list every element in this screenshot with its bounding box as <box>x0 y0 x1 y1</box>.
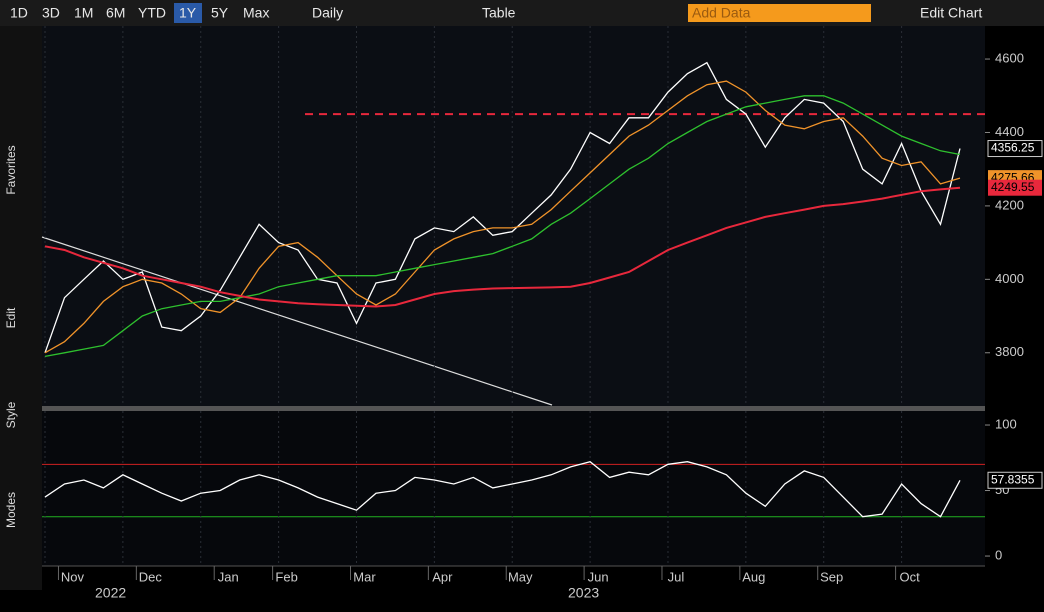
y-tick-label: 4200 <box>995 197 1024 212</box>
x-tick-label: Apr <box>432 569 453 584</box>
last-value: 57.8355 <box>991 472 1035 486</box>
x-tick-label: Nov <box>61 569 85 584</box>
y-tick-label: 100 <box>995 416 1017 431</box>
y-tick-label: 3800 <box>995 344 1024 359</box>
x-tick-label: Aug <box>742 569 765 584</box>
sidebar-section: Modes <box>4 492 18 528</box>
series-line <box>44 61 961 354</box>
x-tick-label: Jul <box>668 569 685 584</box>
sidebar-section: Style <box>4 401 18 428</box>
period-button[interactable]: 1Y <box>179 5 197 21</box>
y-tick-label: 4400 <box>995 124 1024 139</box>
period-button[interactable]: 6M <box>106 5 125 21</box>
x-tick-label: Jan <box>218 569 239 584</box>
x-tick-label: Dec <box>139 569 163 584</box>
series-line <box>44 460 961 518</box>
x-tick-label: Jun <box>588 569 609 584</box>
series-line <box>44 80 961 354</box>
last-value-box <box>987 471 1043 489</box>
period-button[interactable]: Max <box>243 5 269 21</box>
x-tick-label: Feb <box>275 569 297 584</box>
period-button[interactable]: YTD <box>138 5 166 21</box>
last-value: 4249.55 <box>991 180 1035 194</box>
active-period <box>174 3 202 23</box>
rsi-panel <box>42 411 985 566</box>
trend-line <box>41 236 553 406</box>
sidebar <box>0 26 42 590</box>
year-label: 2022 <box>95 585 126 601</box>
series-line <box>44 186 961 308</box>
sidebar-section: Edit <box>4 307 18 328</box>
y-tick-label: 4000 <box>995 271 1024 286</box>
table-button[interactable]: Table <box>482 5 516 21</box>
x-tick-label: May <box>508 569 533 584</box>
sidebar-section: Favorites <box>4 145 18 194</box>
x-tick-label: Mar <box>353 569 376 584</box>
period-button[interactable]: 1D <box>10 5 28 21</box>
last-value: 4356.25 <box>991 141 1035 155</box>
series-line <box>44 95 961 358</box>
year-label: 2023 <box>568 585 599 601</box>
price-panel <box>42 26 985 406</box>
period-button[interactable]: 1M <box>74 5 93 21</box>
period-button[interactable]: 3D <box>42 5 60 21</box>
add-data-box[interactable] <box>688 4 871 22</box>
x-tick-label: Sep <box>820 569 843 584</box>
edit-chart[interactable]: Edit Chart <box>920 5 982 21</box>
period-button[interactable]: 5Y <box>211 5 229 21</box>
last-value-box <box>987 140 1043 158</box>
x-tick-label: Oct <box>899 569 920 584</box>
last-value-box <box>988 179 1042 196</box>
frequency[interactable]: Daily <box>312 5 343 21</box>
y-tick-label: 4600 <box>995 50 1024 65</box>
y-tick-label: 0 <box>995 547 1002 562</box>
panel-divider <box>42 406 985 411</box>
add-data[interactable]: Add Data <box>692 5 751 21</box>
